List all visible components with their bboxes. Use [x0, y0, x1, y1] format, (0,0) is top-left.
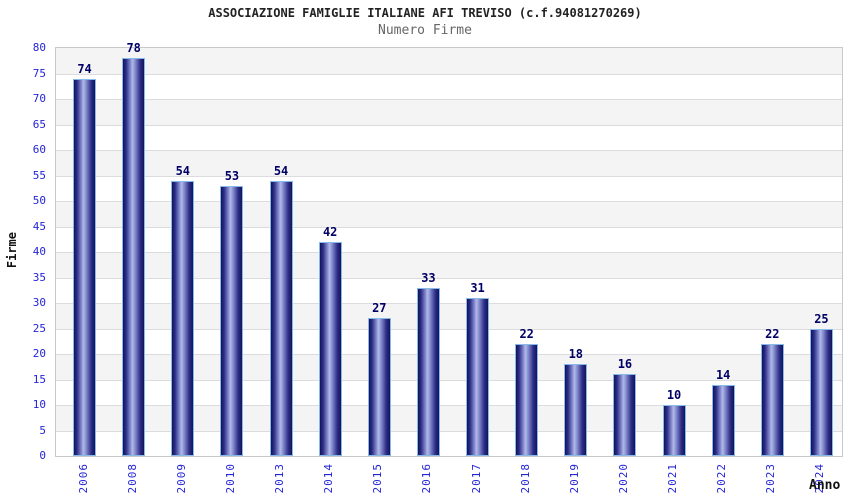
bar-2015	[367, 318, 391, 456]
bar-value-label: 10	[666, 388, 682, 402]
bar-2016	[416, 287, 440, 456]
grid-band	[56, 48, 842, 74]
gridline	[56, 176, 842, 177]
bar-value-label: 74	[77, 61, 92, 76]
y-tick-label: 45	[32, 219, 46, 233]
grid-band	[56, 150, 842, 176]
chart-title: ASSOCIAZIONE FAMIGLIE ITALIANE AFI TREVI…	[208, 6, 642, 20]
gridline	[56, 125, 842, 126]
bar-2020	[613, 374, 637, 456]
x-tick-label: 2022	[715, 463, 729, 494]
gridline	[56, 252, 842, 253]
bar-value-label: 22	[765, 326, 780, 341]
bar-2006	[73, 78, 97, 456]
bar-value-label: 16	[617, 357, 633, 372]
x-tick-label: 2014	[322, 463, 336, 494]
gridline	[56, 74, 842, 75]
x-tick-label: 2018	[518, 463, 532, 494]
bar-value-label: 27	[372, 301, 387, 316]
bar-2013	[269, 180, 293, 456]
y-tick-label: 15	[32, 372, 46, 386]
x-tick-label: 2009	[174, 463, 188, 494]
bar-2022	[711, 384, 735, 456]
gridline	[56, 431, 842, 432]
bar-value-label: 42	[322, 224, 338, 239]
bar-2014	[318, 241, 342, 456]
y-tick-label: 5	[39, 423, 46, 437]
x-tick-label: 2017	[469, 463, 483, 494]
bar-value-label: 18	[568, 347, 584, 362]
bar-value-label: 14	[715, 367, 731, 382]
gridline	[56, 380, 842, 381]
y-tick-label: 35	[32, 270, 46, 284]
x-tick-label: 2023	[764, 463, 778, 494]
bar-value-label: 33	[421, 270, 436, 285]
gridline	[56, 354, 842, 355]
x-tick-label: 2019	[567, 463, 581, 494]
y-tick-label: 50	[32, 194, 46, 207]
x-tick-label: 2020	[616, 463, 630, 494]
y-tick-label: 55	[32, 168, 46, 182]
x-tick-label: 2008	[125, 463, 139, 494]
y-tick-label: 60	[32, 143, 46, 156]
x-tick-label: 2021	[666, 463, 680, 494]
gridline	[56, 278, 842, 279]
gridline	[56, 150, 842, 151]
x-axis-title: Anno	[809, 478, 841, 493]
bar-value-label: 25	[814, 311, 829, 326]
bar-2018	[515, 343, 539, 456]
bar-2021	[662, 405, 686, 456]
y-tick-label: 40	[32, 245, 46, 258]
y-tick-label: 75	[32, 66, 46, 80]
x-tick-label: 2010	[223, 463, 237, 494]
bar-2019	[564, 364, 588, 456]
bar-value-label: 54	[273, 163, 289, 178]
grid-band	[56, 73, 842, 99]
bar-2023	[760, 343, 784, 456]
gridline	[56, 329, 842, 330]
bar-value-label: 53	[224, 168, 240, 183]
y-tick-label: 25	[32, 321, 46, 335]
x-tick-label: 2006	[76, 463, 90, 494]
grid-band	[56, 124, 842, 150]
bar-value-label: 54	[175, 163, 191, 178]
x-tick-label: 2016	[420, 463, 434, 494]
gridline	[56, 201, 842, 202]
bar-value-label: 22	[519, 326, 534, 341]
y-tick-label: 30	[32, 296, 46, 309]
bar-2017	[466, 297, 490, 456]
grid-band	[56, 99, 842, 125]
bar-2024	[809, 328, 833, 456]
plot-area: 74 78 54 53 54 42 27 33 31 22 18 16 10 14 22 25	[55, 42, 843, 457]
x-tick-label: 2015	[371, 463, 385, 494]
y-tick-label: 70	[32, 92, 46, 105]
gridline	[56, 303, 842, 304]
gridline	[56, 405, 842, 406]
bar-2009	[171, 180, 195, 456]
x-tick-label: 2013	[273, 463, 287, 494]
y-tick-label: 20	[32, 347, 46, 360]
y-tick-label: 80	[32, 41, 46, 54]
bar-value-label: 31	[470, 280, 485, 295]
gridline	[56, 227, 842, 228]
bar-2008	[122, 58, 146, 456]
y-tick-label: 0	[39, 449, 46, 462]
chart-subtitle: Numero Firme	[378, 23, 472, 38]
y-tick-label: 10	[32, 398, 46, 411]
bar-value-label: 78	[126, 41, 141, 56]
y-tick-label: 65	[32, 117, 46, 131]
bar-2010	[220, 185, 244, 456]
gridline	[56, 99, 842, 100]
